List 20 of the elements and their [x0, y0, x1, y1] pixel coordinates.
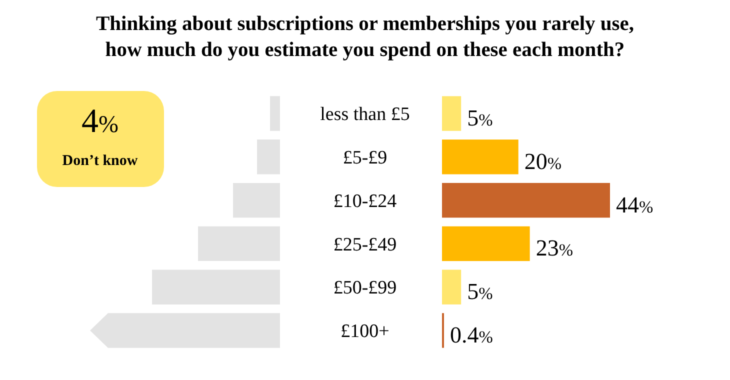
chart-title: Thinking about subscriptions or memberships you rarely use, how much do you estimate you spend on these each month?	[96, 13, 634, 61]
bar	[442, 96, 462, 131]
y-tick-label: £5-£9	[342, 148, 388, 169]
data-label: 0.4%	[450, 322, 493, 348]
bar	[442, 140, 518, 174]
bar	[442, 270, 462, 304]
data-label: 23%	[536, 236, 573, 261]
y-tick-label: £10-£24	[333, 190, 398, 212]
text: 4%	[82, 103, 118, 140]
data-label: 44%	[616, 192, 654, 218]
data-label: 5%	[467, 106, 493, 131]
y-tick-label: £25-£49	[333, 234, 397, 256]
data-label: 20%	[524, 148, 562, 174]
bar	[442, 226, 530, 262]
text: Don’t know	[62, 153, 138, 169]
bar	[442, 182, 610, 218]
y-tick-label: £100+	[340, 321, 390, 342]
y-tick-label: less than £5	[320, 104, 410, 126]
data-label: 5%	[467, 279, 493, 304]
y-tick-label: £50-£99	[333, 278, 397, 299]
